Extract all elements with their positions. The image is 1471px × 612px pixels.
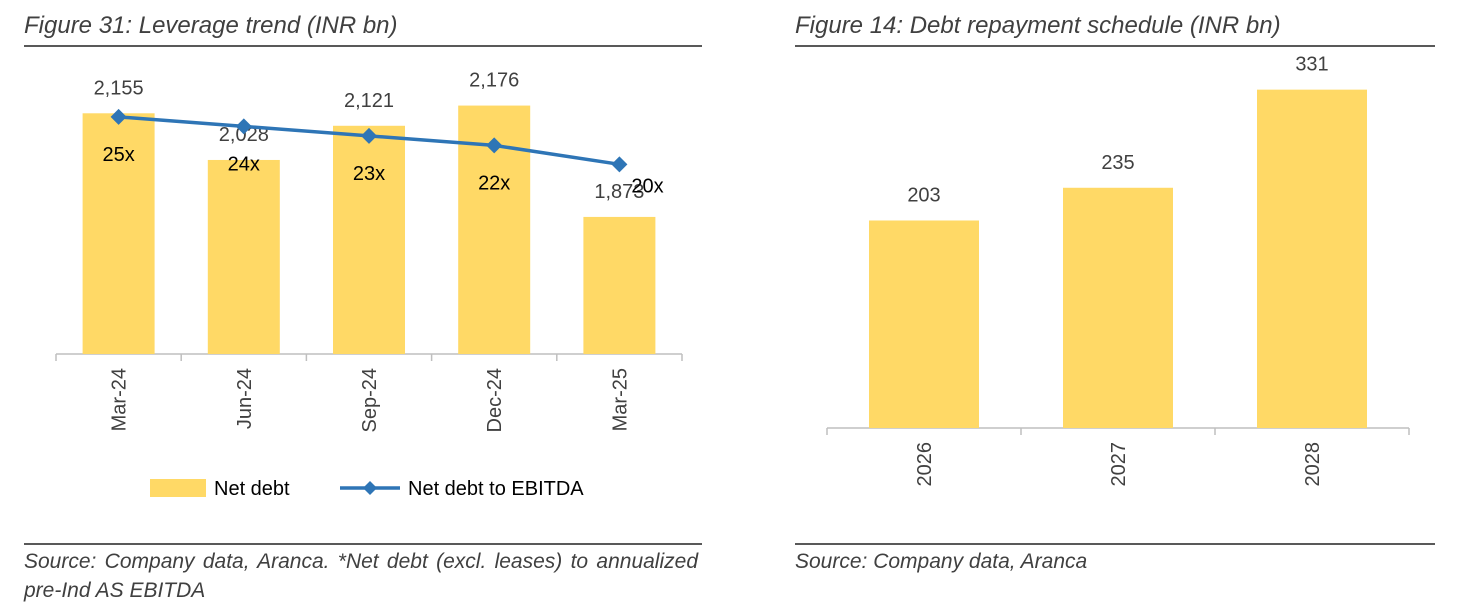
debt-repayment-panel: Figure 14: Debt repayment schedule (INR … (795, 0, 1435, 612)
leverage-ratio-label: 24x (228, 153, 260, 175)
leverage-ratio-label: 23x (353, 163, 385, 185)
repayment-bar (1257, 89, 1367, 429)
right-source-note: Source: Company data, Aranca (795, 550, 1088, 573)
left-source-rule (24, 543, 702, 545)
leverage-trend-panel: Figure 31: Leverage trend (INR bn) 2,155… (24, 0, 702, 612)
right-source-rule (795, 543, 1435, 545)
net-debt-value-label: 2,176 (469, 70, 519, 92)
leverage-ratio-marker (110, 108, 127, 125)
net-debt-bar (333, 125, 405, 354)
repayment-bar (869, 220, 979, 428)
repayment-value-label: 235 (1101, 152, 1134, 174)
net-debt-bar (583, 216, 656, 354)
leverage-trend-chart: 2,155 2,028 2,121 2,176 1,873 25x 24x 23x 22x 20x… (55, 70, 683, 500)
repayment-bar (1063, 187, 1173, 428)
leverage-ratio-marker (235, 118, 252, 135)
legend-swatch-leverage-marker (363, 481, 377, 495)
net-debt-value-label: 1,873 (594, 181, 644, 203)
left-source-note: Source: Company data, Aranca. *Net debt … (24, 550, 698, 602)
leverage-ratio-marker (361, 127, 377, 144)
net-debt-value-label: 2,121 (344, 90, 394, 112)
leverage-ratio-marker (486, 137, 503, 154)
repayment-value-label: 203 (907, 184, 940, 206)
x-tick-label: Sep-24 (359, 368, 381, 433)
right-chart-title: Figure 14: Debt repayment schedule (INR … (795, 12, 1281, 39)
leverage-ratio-label: 22x (478, 172, 510, 194)
leverage-ratio-label: 20x (631, 175, 663, 197)
x-tick-label: Dec-24 (484, 368, 506, 432)
leverage-ratio-label: 25x (102, 144, 134, 166)
x-tick-label: Jun-24 (234, 368, 256, 429)
left-chart-title: Figure 31: Leverage trend (INR bn) (24, 12, 398, 39)
x-tick-label: Mar-24 (109, 368, 131, 431)
x-tick-label: 2026 (914, 442, 936, 487)
right-title-rule (795, 45, 1435, 47)
net-debt-value-label: 2,155 (94, 77, 144, 99)
legend-swatch-net-debt (150, 479, 206, 497)
net-debt-bar (207, 159, 280, 354)
leverage-ratio-marker (611, 156, 628, 173)
legend-label-net-debt: Net debt (214, 478, 290, 500)
net-debt-value-label: 2,028 (219, 124, 269, 146)
x-tick-label: 2027 (1108, 442, 1130, 487)
x-tick-label: 2028 (1302, 442, 1324, 487)
debt-repayment-chart: 203 235 331 2026 2027 2028 (826, 54, 1410, 487)
repayment-value-label: 331 (1295, 54, 1328, 76)
legend-label-leverage: Net debt to EBITDA (408, 478, 584, 500)
left-title-rule (24, 45, 702, 47)
x-tick-label: Mar-25 (609, 368, 631, 431)
net-debt-bar (82, 113, 155, 354)
